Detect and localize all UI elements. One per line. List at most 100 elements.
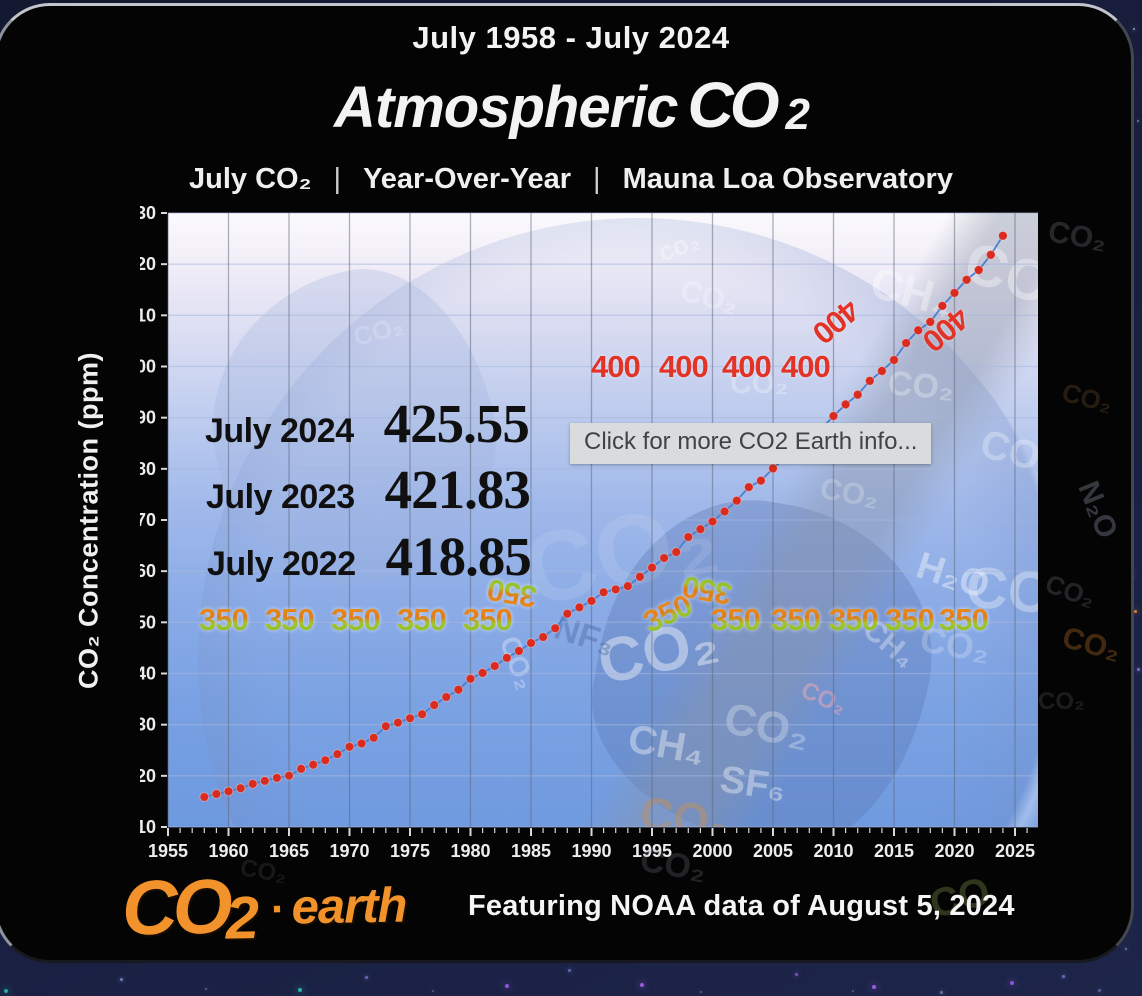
data-point[interactable] — [296, 763, 307, 774]
star-dot — [1133, 28, 1135, 30]
data-point[interactable] — [925, 317, 936, 327]
x-tick-label: 1990 — [571, 841, 611, 861]
data-point[interactable] — [768, 463, 778, 474]
data-point[interactable] — [913, 325, 924, 336]
threshold-350-label: 350 — [939, 602, 989, 637]
data-point[interactable] — [889, 355, 899, 365]
data-point[interactable] — [659, 553, 669, 563]
data-point[interactable] — [731, 495, 742, 506]
x-tick-label: 1985 — [511, 841, 551, 861]
threshold-350-label: 350 — [771, 602, 821, 637]
y-tick-label: 320 — [140, 766, 156, 786]
data-point[interactable] — [477, 668, 488, 678]
data-point[interactable] — [998, 230, 1008, 241]
x-tick-label: 1960 — [208, 841, 248, 861]
data-point[interactable] — [562, 608, 573, 619]
data-point[interactable] — [405, 713, 415, 724]
x-tick-label: 2015 — [874, 841, 914, 861]
data-point[interactable] — [429, 700, 440, 710]
logo-earth: earth — [291, 878, 407, 935]
data-point[interactable] — [598, 587, 609, 598]
data-point[interactable] — [901, 338, 911, 348]
data-point[interactable] — [489, 661, 500, 671]
data-point[interactable] — [514, 646, 524, 656]
data-point[interactable] — [864, 375, 875, 386]
data-point[interactable] — [320, 755, 331, 766]
page-title: Atmospheric CO 2 — [0, 68, 1142, 142]
data-point[interactable] — [695, 524, 706, 535]
data-point[interactable] — [550, 623, 561, 634]
value-row-2024: July 2024 425.55 — [205, 392, 530, 455]
data-point[interactable] — [199, 792, 210, 802]
data-point[interactable] — [877, 366, 887, 376]
data-point[interactable] — [671, 547, 682, 557]
data-point[interactable] — [707, 516, 718, 527]
star-dot — [432, 990, 434, 992]
data-point[interactable] — [526, 638, 536, 648]
data-point[interactable] — [441, 692, 452, 702]
data-point[interactable] — [417, 709, 428, 720]
data-point[interactable] — [284, 770, 294, 781]
data-point[interactable] — [622, 581, 633, 592]
data-point[interactable] — [973, 265, 984, 275]
data-point[interactable] — [961, 274, 972, 285]
y-tick-label: 340 — [140, 664, 156, 684]
star-dot — [365, 976, 368, 979]
data-point[interactable] — [756, 475, 766, 486]
subtitle-separator: | — [333, 163, 342, 195]
star-dot — [852, 990, 854, 992]
data-point[interactable] — [683, 532, 694, 542]
footer-caption: Featuring NOAA data of August 5, 2024 — [468, 890, 1015, 922]
data-point[interactable] — [272, 772, 282, 783]
x-tick-label: 2020 — [934, 841, 974, 861]
data-point[interactable] — [223, 786, 234, 797]
subtitle-part-july-co2: July CO₂ — [189, 163, 312, 195]
data-point[interactable] — [465, 673, 476, 684]
data-point[interactable] — [332, 749, 343, 760]
data-point[interactable] — [501, 652, 512, 663]
data-point[interactable] — [380, 721, 391, 732]
star-dot — [1010, 981, 1014, 985]
threshold-350-label: 350 — [331, 602, 381, 637]
data-point[interactable] — [719, 506, 730, 517]
data-point[interactable] — [211, 789, 222, 799]
data-point[interactable] — [985, 249, 996, 260]
data-point[interactable] — [356, 738, 367, 749]
data-point[interactable] — [368, 732, 379, 743]
co2-line-chart[interactable]: 1955 1960 1965 1970 1975 1980 1985 1990 1995 2000… — [140, 198, 1060, 870]
data-point[interactable] — [259, 775, 270, 786]
data-point[interactable] — [647, 562, 657, 573]
data-point[interactable] — [393, 717, 403, 728]
data-point[interactable] — [453, 684, 464, 695]
data-point[interactable] — [743, 482, 754, 492]
threshold-350-label: 350 — [199, 602, 249, 637]
data-point[interactable] — [308, 759, 319, 770]
data-point[interactable] — [937, 300, 948, 311]
data-point[interactable] — [852, 389, 863, 400]
star-dot — [1098, 989, 1101, 992]
data-point[interactable] — [247, 779, 258, 789]
co2-earth-logo[interactable]: CO2 · earth — [121, 860, 407, 954]
data-point[interactable] — [235, 783, 246, 794]
data-point[interactable] — [538, 632, 549, 642]
data-point[interactable] — [949, 288, 960, 298]
threshold-350-label: 350 — [711, 602, 761, 637]
threshold-400-label: 400 — [722, 349, 772, 384]
data-point[interactable] — [586, 595, 597, 606]
data-point[interactable] — [635, 571, 645, 582]
threshold-400-label: 400 — [591, 349, 641, 384]
data-point[interactable] — [828, 411, 839, 421]
data-point[interactable] — [574, 602, 585, 613]
subtitle: July CO₂ | Year-Over-Year | Mauna Loa Observ… — [0, 163, 1142, 196]
data-point[interactable] — [610, 584, 621, 595]
y-tick-label: 350 — [140, 612, 156, 632]
data-point[interactable] — [344, 741, 355, 752]
star-dot — [640, 983, 644, 987]
data-point[interactable] — [840, 399, 851, 410]
value-row-2022: July 2022 418.85 — [207, 525, 532, 588]
threshold-400-label: 400 — [659, 349, 709, 384]
star-dot — [120, 978, 123, 981]
chart-tooltip: Click for more CO2 Earth info... — [570, 423, 932, 464]
y-tick-label: 360 — [140, 561, 156, 581]
